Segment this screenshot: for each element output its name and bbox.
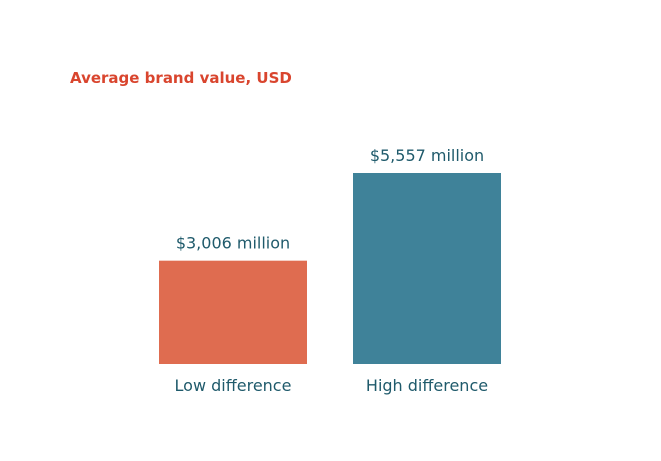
value-label: $5,557 million: [370, 146, 484, 165]
value-label: $3,006 million: [176, 234, 290, 253]
category-label: High difference: [366, 376, 488, 395]
chart-title: Average brand value, USD: [70, 69, 292, 87]
bars-layer: $3,006 million Low difference $5,557 milli…: [159, 146, 501, 395]
bar-low-difference: [159, 260, 307, 364]
category-label: Low difference: [175, 376, 292, 395]
bar-high-difference: [353, 173, 501, 364]
